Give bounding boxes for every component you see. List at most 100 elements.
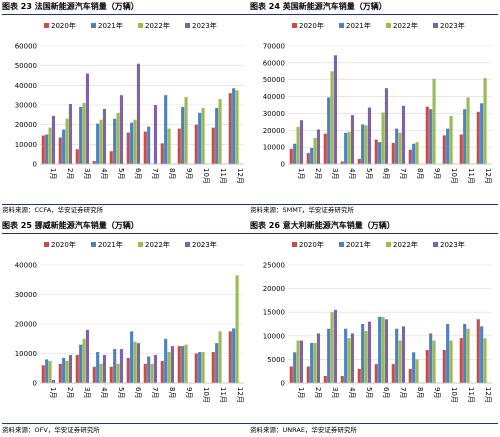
bar: [177, 346, 181, 384]
bar-chart-italy: 2020年 2021年 2022年 2023年 0 5000 10000 15000 20000…: [263, 240, 492, 403]
bar: [184, 344, 188, 383]
bar: [333, 55, 338, 164]
bar: [45, 359, 49, 383]
x-tick-label: 12月: [236, 168, 244, 184]
bar: [327, 97, 331, 164]
legend-swatch: [185, 242, 190, 247]
x-tick-label: 12月: [484, 387, 492, 403]
bar: [164, 338, 168, 383]
bar: [143, 131, 147, 164]
x-tick-label: 1月: [297, 168, 305, 179]
bar: [401, 326, 406, 383]
bar: [306, 153, 310, 164]
bar: [293, 143, 297, 164]
bar: [48, 360, 52, 384]
bar: [232, 328, 236, 383]
bars: [289, 55, 487, 164]
bar: [384, 88, 389, 164]
x-tick-label: 5月: [365, 168, 373, 179]
bar: [323, 133, 327, 164]
bar: [62, 357, 66, 383]
y-tick-label: 10000: [15, 350, 37, 358]
bar: [51, 380, 56, 383]
x-tick-label: 2月: [66, 168, 74, 179]
bar: [350, 115, 355, 164]
bar: [201, 352, 205, 383]
bar: [65, 118, 69, 164]
bar: [109, 366, 113, 383]
legend: 2020年 2021年 2022年 2023年: [44, 240, 217, 249]
bar: [412, 352, 416, 383]
y-tick-label: 60000: [263, 59, 285, 67]
bar: [215, 107, 219, 164]
bar: [130, 122, 134, 164]
bar: [181, 106, 185, 164]
legend-label: 2022年: [393, 240, 418, 249]
x-tick-label: 4月: [348, 387, 356, 398]
x-tick-label: 7月: [399, 168, 407, 179]
bar: [395, 128, 399, 164]
legend-swatch: [339, 242, 344, 247]
y-tick-label: 10000: [263, 332, 285, 340]
bar: [316, 333, 321, 383]
bar: [58, 137, 62, 164]
source-rule: [2, 204, 250, 205]
y-tick-label: 20000: [263, 285, 285, 293]
bar: [364, 125, 368, 164]
x-tick-label: 10月: [450, 168, 458, 184]
y-tick-label: 0: [33, 380, 37, 388]
x-tick-label: 11月: [467, 168, 475, 184]
bar: [357, 158, 361, 164]
x-tick-label: 8月: [416, 387, 424, 398]
y-axis: 0 5000 10000 15000 20000 25000: [263, 262, 492, 388]
bar: [415, 359, 419, 383]
x-axis: 1月 2月 3月 4月 5月 6月 7月 8月 9月 10月 11月 12月: [49, 387, 244, 403]
legend-swatch: [185, 23, 190, 28]
x-tick-label: 8月: [416, 168, 424, 179]
legend-swatch: [292, 242, 297, 247]
bar: [429, 333, 433, 383]
x-tick-label: 10月: [202, 168, 210, 184]
x-tick-label: 6月: [134, 168, 142, 179]
x-tick-label: 9月: [433, 387, 441, 398]
y-tick-label: 10000: [15, 141, 37, 149]
bar: [425, 349, 429, 383]
source-note: 资料来源：SMMT，华安证券研究所: [250, 206, 354, 214]
bar: [398, 340, 402, 383]
x-axis: 1月 2月 3月 4月 5月 6月 7月 8月 9月 10月 11月 12月: [49, 168, 244, 184]
bar: [313, 342, 317, 383]
chart-panel-france: 图表 23 法国新能源汽车销量（万辆） 2020年 2021年 2022年 2023年…: [2, 0, 250, 215]
bar: [136, 343, 141, 383]
bar: [215, 343, 219, 383]
bar: [293, 352, 297, 383]
bar: [299, 120, 304, 164]
bar: [378, 142, 382, 164]
title-rule: [250, 14, 498, 15]
bar: [340, 375, 344, 383]
legend-swatch: [138, 23, 143, 28]
y-tick-label: 5000: [267, 356, 285, 364]
bars: [289, 309, 487, 383]
bar: [167, 128, 171, 164]
bar: [218, 331, 222, 384]
bar: [75, 354, 79, 383]
y-tick-label: 20000: [15, 121, 37, 129]
bar: [408, 149, 412, 164]
x-tick-label: 1月: [49, 387, 57, 398]
bar: [395, 328, 399, 383]
bar: [48, 127, 52, 164]
legend-label: 2021年: [98, 240, 123, 249]
x-tick-label: 1月: [49, 168, 57, 179]
bar: [82, 103, 86, 164]
bar: [85, 73, 90, 164]
y-tick-label: 0: [281, 380, 285, 388]
bar: [102, 354, 107, 383]
x-tick-label: 11月: [467, 387, 475, 403]
legend-label: 2020年: [51, 21, 76, 30]
legend-swatch: [433, 242, 438, 247]
legend-label: 2022年: [393, 21, 418, 30]
legend-swatch: [292, 23, 297, 28]
bar: [344, 328, 348, 383]
bar: [160, 360, 164, 384]
